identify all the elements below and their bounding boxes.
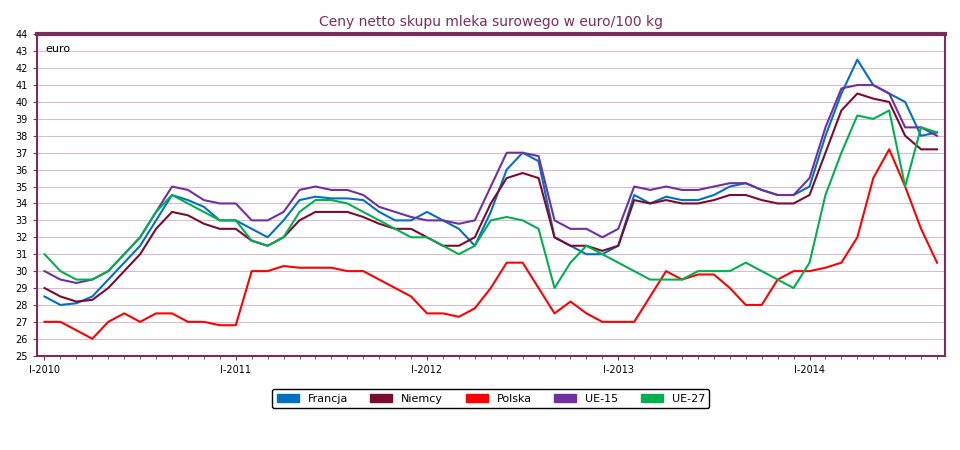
Legend: Francja, Niemcy, Polska, UE-15, UE-27: Francja, Niemcy, Polska, UE-15, UE-27 [272,389,709,408]
Text: euro: euro [46,44,71,54]
Title: Ceny netto skupu mleka surowego w euro/100 kg: Ceny netto skupu mleka surowego w euro/1… [319,15,662,29]
